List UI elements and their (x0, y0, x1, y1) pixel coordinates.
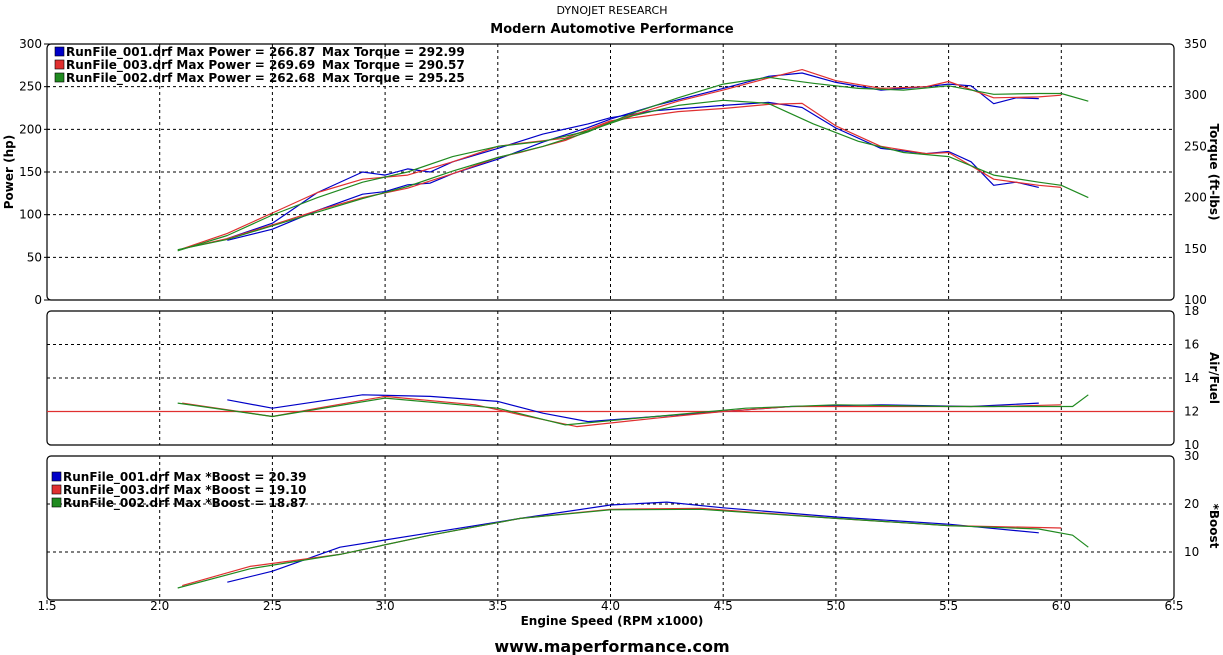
boost-tick-label: 10 (1184, 545, 1199, 559)
boost-curve (177, 508, 1089, 589)
rpm-tick-label: 4.0 (601, 599, 620, 613)
legend-torque: Max Torque = 290.57 (322, 58, 465, 72)
legend-entry: RunFile_002.drf Max Power = 262.68 (66, 71, 315, 86)
legend-entry: RunFile_001.drf Max Power = 266.87 (66, 45, 315, 60)
torque-curve (182, 102, 1062, 250)
rpm-tick-label: 2.5 (263, 599, 282, 613)
chart-title: Modern Automotive Performance (490, 22, 734, 37)
afr-tick-label: 10 (1184, 438, 1199, 452)
afr-tick-label: 12 (1184, 405, 1199, 419)
legend-torque: Max Torque = 295.25 (322, 71, 465, 85)
legend-entry: RunFile_002.drf Max *Boost = 18.87 (63, 496, 307, 511)
rpm-tick-label: 3.5 (488, 599, 507, 613)
legend-swatch (54, 59, 65, 70)
rpm-tick-label: 5.5 (939, 599, 958, 613)
footer-url: www.maperformance.com (494, 637, 729, 655)
boost-tick-label: 20 (1184, 497, 1199, 511)
rpm-tick-label: 1.5 (37, 599, 56, 613)
torque-tick-label: 250 (1184, 139, 1207, 153)
afr-curve (227, 394, 1039, 423)
rpm-tick-label: 5.0 (826, 599, 845, 613)
rpm-tick-label: 6.5 (1164, 599, 1183, 613)
boost-tick-label: 30 (1184, 449, 1199, 463)
power-curve (177, 76, 1089, 251)
x-axis-title: Engine Speed (RPM x1000) (521, 614, 704, 628)
afr-tick-label: 16 (1184, 338, 1199, 352)
legend-entry: RunFile_003.drf Max Power = 269.69 (66, 58, 315, 73)
power-tick-label: 200 (19, 122, 42, 136)
torque-curve (227, 101, 1039, 240)
torque-tick-label: 100 (1184, 293, 1207, 307)
afr-axis-title: Air/Fuel (1207, 352, 1221, 404)
power-tick-label: 100 (19, 208, 42, 222)
legend-swatch (51, 497, 62, 508)
power-tick-label: 50 (27, 250, 42, 264)
afr-tick-label: 14 (1184, 371, 1199, 385)
torque-tick-label: 300 (1184, 88, 1207, 102)
boost-curve (227, 501, 1039, 583)
legend-swatch (54, 46, 65, 57)
power-tick-label: 250 (19, 80, 42, 94)
afr-curve (182, 395, 1062, 428)
rpm-tick-label: 2.0 (150, 599, 169, 613)
chart-company: DYNOJET RESEARCH (557, 4, 668, 17)
torque-tick-label: 350 (1184, 37, 1207, 51)
afr-curve (177, 394, 1089, 426)
legend-swatch (51, 484, 62, 495)
power-tick-label: 300 (19, 37, 42, 51)
power-tick-label: 150 (19, 165, 42, 179)
torque-tick-label: 200 (1184, 191, 1207, 205)
legend-entry: RunFile_003.drf Max *Boost = 19.10 (63, 483, 307, 498)
afr-tick-label: 18 (1184, 304, 1199, 318)
legend-entry: RunFile_001.drf Max *Boost = 20.39 (63, 470, 307, 485)
rpm-tick-label: 3.0 (376, 599, 395, 613)
legend-swatch (51, 471, 62, 482)
rpm-tick-label: 6.0 (1052, 599, 1071, 613)
legend-swatch (54, 72, 65, 83)
boost-axis-title: *Boost (1207, 504, 1221, 549)
power-axis-title: Power (hp) (2, 135, 16, 209)
torque-curve (177, 99, 1089, 252)
power-curve (227, 72, 1039, 241)
rpm-tick-label: 4.5 (714, 599, 733, 613)
power-tick-label: 0 (34, 293, 42, 307)
torque-axis-title: Torque (ft-lbs) (1207, 124, 1221, 221)
power-curve (182, 68, 1062, 250)
legend-torque: Max Torque = 292.99 (322, 45, 465, 59)
torque-tick-label: 150 (1184, 242, 1207, 256)
